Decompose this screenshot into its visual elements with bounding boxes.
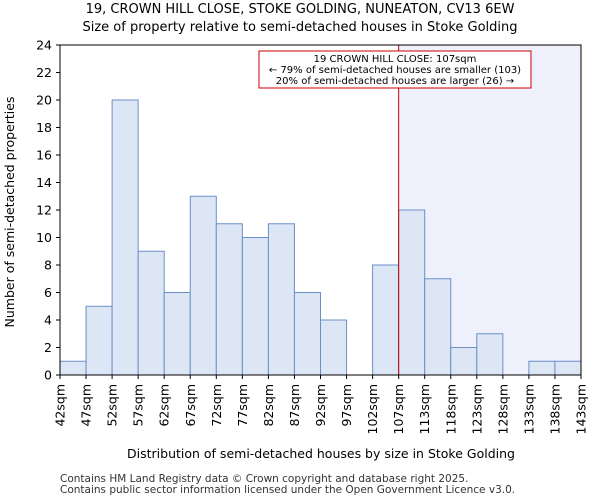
annotation-line-1: 19 CROWN HILL CLOSE: 107sqm — [314, 54, 477, 65]
footer-line-1: Contains HM Land Registry data © Crown c… — [60, 473, 469, 485]
y-tick-label: 8 — [44, 258, 52, 273]
y-tick-label: 14 — [36, 175, 52, 190]
y-tick-label: 6 — [44, 285, 52, 300]
x-tick-label: 118sqm — [443, 384, 458, 434]
x-tick-label: 128sqm — [495, 384, 510, 434]
x-axis-label: Distribution of semi-detached houses by … — [127, 446, 515, 461]
footer-line-2: Contains public sector information licen… — [60, 484, 516, 496]
y-tick-label: 10 — [36, 230, 52, 245]
x-tick-label: 143sqm — [574, 384, 589, 434]
x-tick-label: 52sqm — [105, 384, 120, 427]
y-tick-label: 16 — [36, 148, 52, 163]
y-tick-label: 0 — [44, 368, 52, 383]
x-tick-label: 97sqm — [339, 384, 354, 427]
histogram-bar — [215, 223, 243, 376]
chart-subtitle: Size of property relative to semi-detach… — [82, 20, 518, 35]
x-tick-label: 72sqm — [209, 384, 224, 427]
y-tick-label: 18 — [36, 120, 52, 135]
x-tick-label: 62sqm — [157, 384, 172, 427]
histogram-bar — [85, 305, 113, 376]
x-tick-label: 123sqm — [469, 384, 484, 434]
x-tick-label: 138sqm — [547, 384, 562, 434]
histogram-bar — [398, 209, 426, 376]
histogram-bar — [554, 360, 582, 376]
x-tick-label: 133sqm — [521, 384, 536, 434]
marker-annotation: 19 CROWN HILL CLOSE: 107sqm ← 79% of sem… — [258, 50, 532, 89]
x-tick-label: 77sqm — [235, 384, 250, 427]
x-tick-label: 113sqm — [417, 384, 432, 434]
annotation-line-2: ← 79% of semi-detached houses are smalle… — [269, 65, 521, 76]
histogram-bar — [372, 264, 400, 376]
histogram-bar — [424, 278, 452, 376]
histogram-bar — [189, 195, 217, 376]
x-tick-label: 92sqm — [313, 384, 328, 427]
histogram-bar — [111, 99, 139, 376]
y-tick-label: 4 — [44, 313, 52, 328]
x-tick-label: 67sqm — [183, 384, 198, 427]
histogram-bar — [293, 292, 322, 376]
histogram-bar — [450, 347, 478, 376]
x-tick-label: 102sqm — [365, 384, 380, 434]
x-tick-label: 87sqm — [287, 384, 302, 427]
x-tick-label: 107sqm — [391, 384, 406, 434]
chart-title: 19, CROWN HILL CLOSE, STOKE GOLDING, NUN… — [85, 2, 515, 17]
y-axis-label: Number of semi-detached properties — [2, 97, 17, 328]
x-tick-label: 42sqm — [53, 384, 68, 427]
histogram-bar — [476, 333, 504, 376]
y-tick-label: 12 — [36, 203, 52, 218]
histogram-bar — [59, 360, 87, 376]
x-tick-label: 57sqm — [131, 384, 146, 427]
histogram-bar — [320, 319, 348, 376]
histogram-bar — [241, 237, 269, 376]
x-tick-label: 82sqm — [261, 384, 276, 427]
histogram-bar — [163, 292, 191, 376]
y-tick-label: 22 — [36, 65, 52, 80]
y-tick-label: 2 — [44, 340, 52, 355]
x-tick-label: 47sqm — [79, 384, 94, 427]
histogram-bar — [137, 250, 165, 376]
histogram-bar — [267, 223, 295, 376]
y-tick-label: 20 — [36, 93, 52, 108]
annotation-box — [258, 50, 532, 89]
histogram-bar — [528, 360, 556, 376]
annotation-line-3: 20% of semi-detached houses are larger (… — [276, 76, 514, 87]
y-tick-label: 24 — [36, 38, 52, 53]
